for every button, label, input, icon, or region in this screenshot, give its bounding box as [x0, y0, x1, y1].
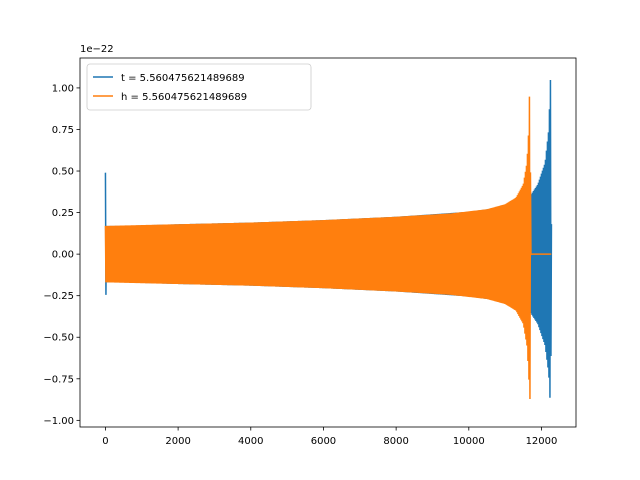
x-axis: 0 2000 4000 6000 8000 10000 12000 [102, 427, 557, 447]
axes-frame [79, 57, 577, 428]
x-tick-label: 10000 [453, 436, 485, 447]
legend-label-1: t = 5.560475621489689 [121, 73, 245, 84]
y-tick-label: −1.00 [43, 416, 74, 427]
y-tick-label: 0.75 [52, 125, 74, 136]
legend-box [86, 63, 312, 111]
y-tick-label: −0.25 [43, 291, 74, 302]
y-offset-label: 1e−22 [80, 44, 114, 55]
y-tick-label: −0.75 [43, 374, 74, 385]
legend-label-2: h = 5.560475621489689 [121, 92, 247, 103]
x-tick-label: 2000 [165, 436, 190, 447]
x-tick-label: 12000 [526, 436, 558, 447]
x-tick-label: 8000 [383, 436, 408, 447]
series-line-2 [104, 96, 552, 400]
y-tick-label: 1.00 [52, 83, 74, 94]
y-tick-label: 0.25 [52, 208, 74, 219]
x-tick-label: 6000 [311, 436, 336, 447]
x-tick-label: 4000 [238, 436, 263, 447]
y-tick-label: 0.50 [52, 167, 74, 178]
plot-series [104, 80, 553, 400]
y-tick-label: −0.50 [43, 333, 74, 344]
y-axis: −1.00 −0.75 −0.50 −0.25 0.00 0.25 0.50 0.75 1.00 [43, 83, 80, 427]
x-tick-label: 0 [102, 436, 108, 447]
y-tick-label: 0.00 [52, 250, 74, 261]
legend: t = 5.560475621489689 h = 5.5604756214896… [86, 63, 312, 111]
